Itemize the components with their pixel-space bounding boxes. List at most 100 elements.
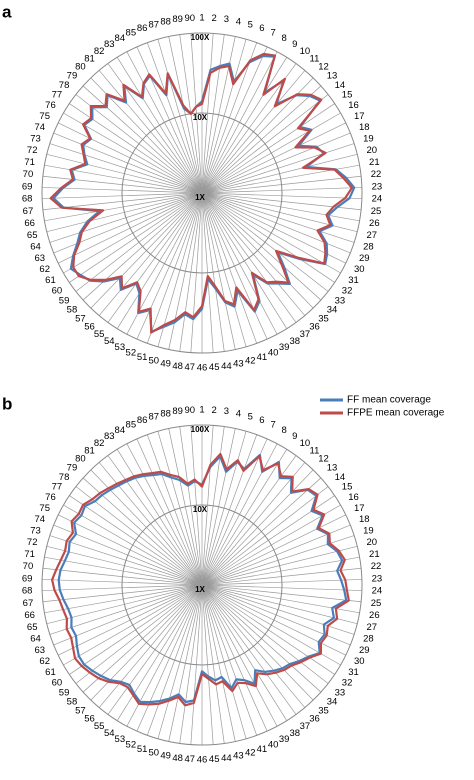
category-label: 19 <box>363 525 374 536</box>
category-label: 20 <box>367 537 378 548</box>
category-label: 63 <box>34 253 45 264</box>
tick-label: 10X <box>193 505 208 514</box>
category-label: 46 <box>197 363 208 374</box>
category-label: 73 <box>30 133 41 144</box>
category-label: 89 <box>172 406 183 417</box>
category-label: 28 <box>363 634 374 645</box>
category-label: 79 <box>67 462 78 473</box>
category-label: 44 <box>221 361 232 372</box>
category-label: 85 <box>126 28 137 39</box>
category-label: 17 <box>354 111 365 122</box>
category-label: 2 <box>212 13 217 24</box>
panel-label: a <box>2 2 12 21</box>
category-label: 47 <box>185 362 196 373</box>
category-label: 5 <box>248 411 253 422</box>
category-label: 81 <box>84 445 95 456</box>
category-label: 34 <box>327 305 338 316</box>
category-label: 7 <box>271 28 276 39</box>
category-label: 23 <box>372 181 383 192</box>
category-label: 6 <box>259 23 264 34</box>
category-label: 15 <box>342 90 353 101</box>
category-label: 41 <box>257 352 268 363</box>
category-label: 40 <box>268 739 279 750</box>
category-label: 59 <box>59 295 70 306</box>
category-label: 57 <box>75 705 86 716</box>
category-label: 50 <box>148 356 159 367</box>
category-label: 13 <box>327 462 338 473</box>
category-label: 36 <box>309 322 320 333</box>
category-label: 14 <box>335 472 346 483</box>
category-label: 74 <box>34 122 45 133</box>
category-label: 64 <box>30 242 41 253</box>
category-label: 69 <box>22 573 33 584</box>
category-label: 48 <box>172 753 183 764</box>
category-label: 42 <box>245 748 256 759</box>
category-label: 76 <box>45 492 56 503</box>
category-label: 38 <box>289 336 300 347</box>
category-label: 68 <box>22 586 33 597</box>
category-label: 46 <box>197 755 208 766</box>
category-label: 3 <box>224 14 229 25</box>
category-label: 69 <box>22 181 33 192</box>
category-label: 77 <box>52 90 63 101</box>
category-label: 33 <box>335 687 346 698</box>
category-label: 77 <box>52 482 63 493</box>
category-label: 85 <box>126 420 137 431</box>
category-label: 18 <box>359 514 370 525</box>
category-label: 27 <box>367 230 378 241</box>
category-label: 1 <box>199 405 204 416</box>
category-label: 63 <box>34 645 45 656</box>
category-label: 89 <box>172 14 183 25</box>
category-label: 22 <box>371 561 382 572</box>
category-label: 32 <box>342 285 353 296</box>
category-label: 24 <box>372 194 383 205</box>
category-label: 11 <box>310 53 320 64</box>
category-label: 62 <box>39 656 50 667</box>
category-label: 78 <box>59 80 70 91</box>
series-line <box>51 452 350 707</box>
category-label: 2 <box>212 405 217 416</box>
category-label: 4 <box>236 408 241 419</box>
category-label: 83 <box>104 39 115 50</box>
category-label: 10 <box>300 438 311 449</box>
category-label: 9 <box>292 431 297 442</box>
category-label: 26 <box>369 610 380 621</box>
category-label: 48 <box>172 361 183 372</box>
category-label: 83 <box>104 431 115 442</box>
category-label: 49 <box>160 751 171 762</box>
category-label: 71 <box>24 157 35 168</box>
grid-circle <box>121 504 283 666</box>
tick-label: 1X <box>195 193 205 202</box>
category-label: 66 <box>24 218 35 229</box>
category-label: 18 <box>359 122 370 133</box>
category-label: 45 <box>209 362 220 373</box>
category-label: 51 <box>137 744 148 755</box>
panel-label: b <box>2 394 12 413</box>
category-label: 43 <box>233 751 244 762</box>
category-label: 6 <box>259 415 264 426</box>
category-label: 39 <box>279 734 290 745</box>
category-label: 52 <box>126 739 137 750</box>
category-label: 73 <box>30 525 41 536</box>
category-label: 78 <box>59 472 70 483</box>
category-label: 4 <box>236 16 241 27</box>
category-label: 80 <box>75 454 86 465</box>
category-label: 24 <box>372 586 383 597</box>
category-label: 59 <box>59 687 70 698</box>
category-label: 36 <box>309 714 320 725</box>
category-label: 57 <box>75 313 86 324</box>
category-label: 72 <box>27 537 38 548</box>
category-label: 76 <box>45 100 56 111</box>
category-label: 25 <box>371 206 382 217</box>
category-label: 31 <box>348 667 359 678</box>
category-label: 58 <box>67 305 78 316</box>
category-label: 88 <box>160 16 171 27</box>
category-label: 84 <box>115 425 126 436</box>
category-label: 16 <box>348 492 359 503</box>
category-label: 3 <box>224 406 229 417</box>
category-label: 14 <box>335 80 346 91</box>
category-label: 25 <box>371 598 382 609</box>
category-label: 80 <box>75 62 86 73</box>
category-label: 90 <box>185 405 196 416</box>
